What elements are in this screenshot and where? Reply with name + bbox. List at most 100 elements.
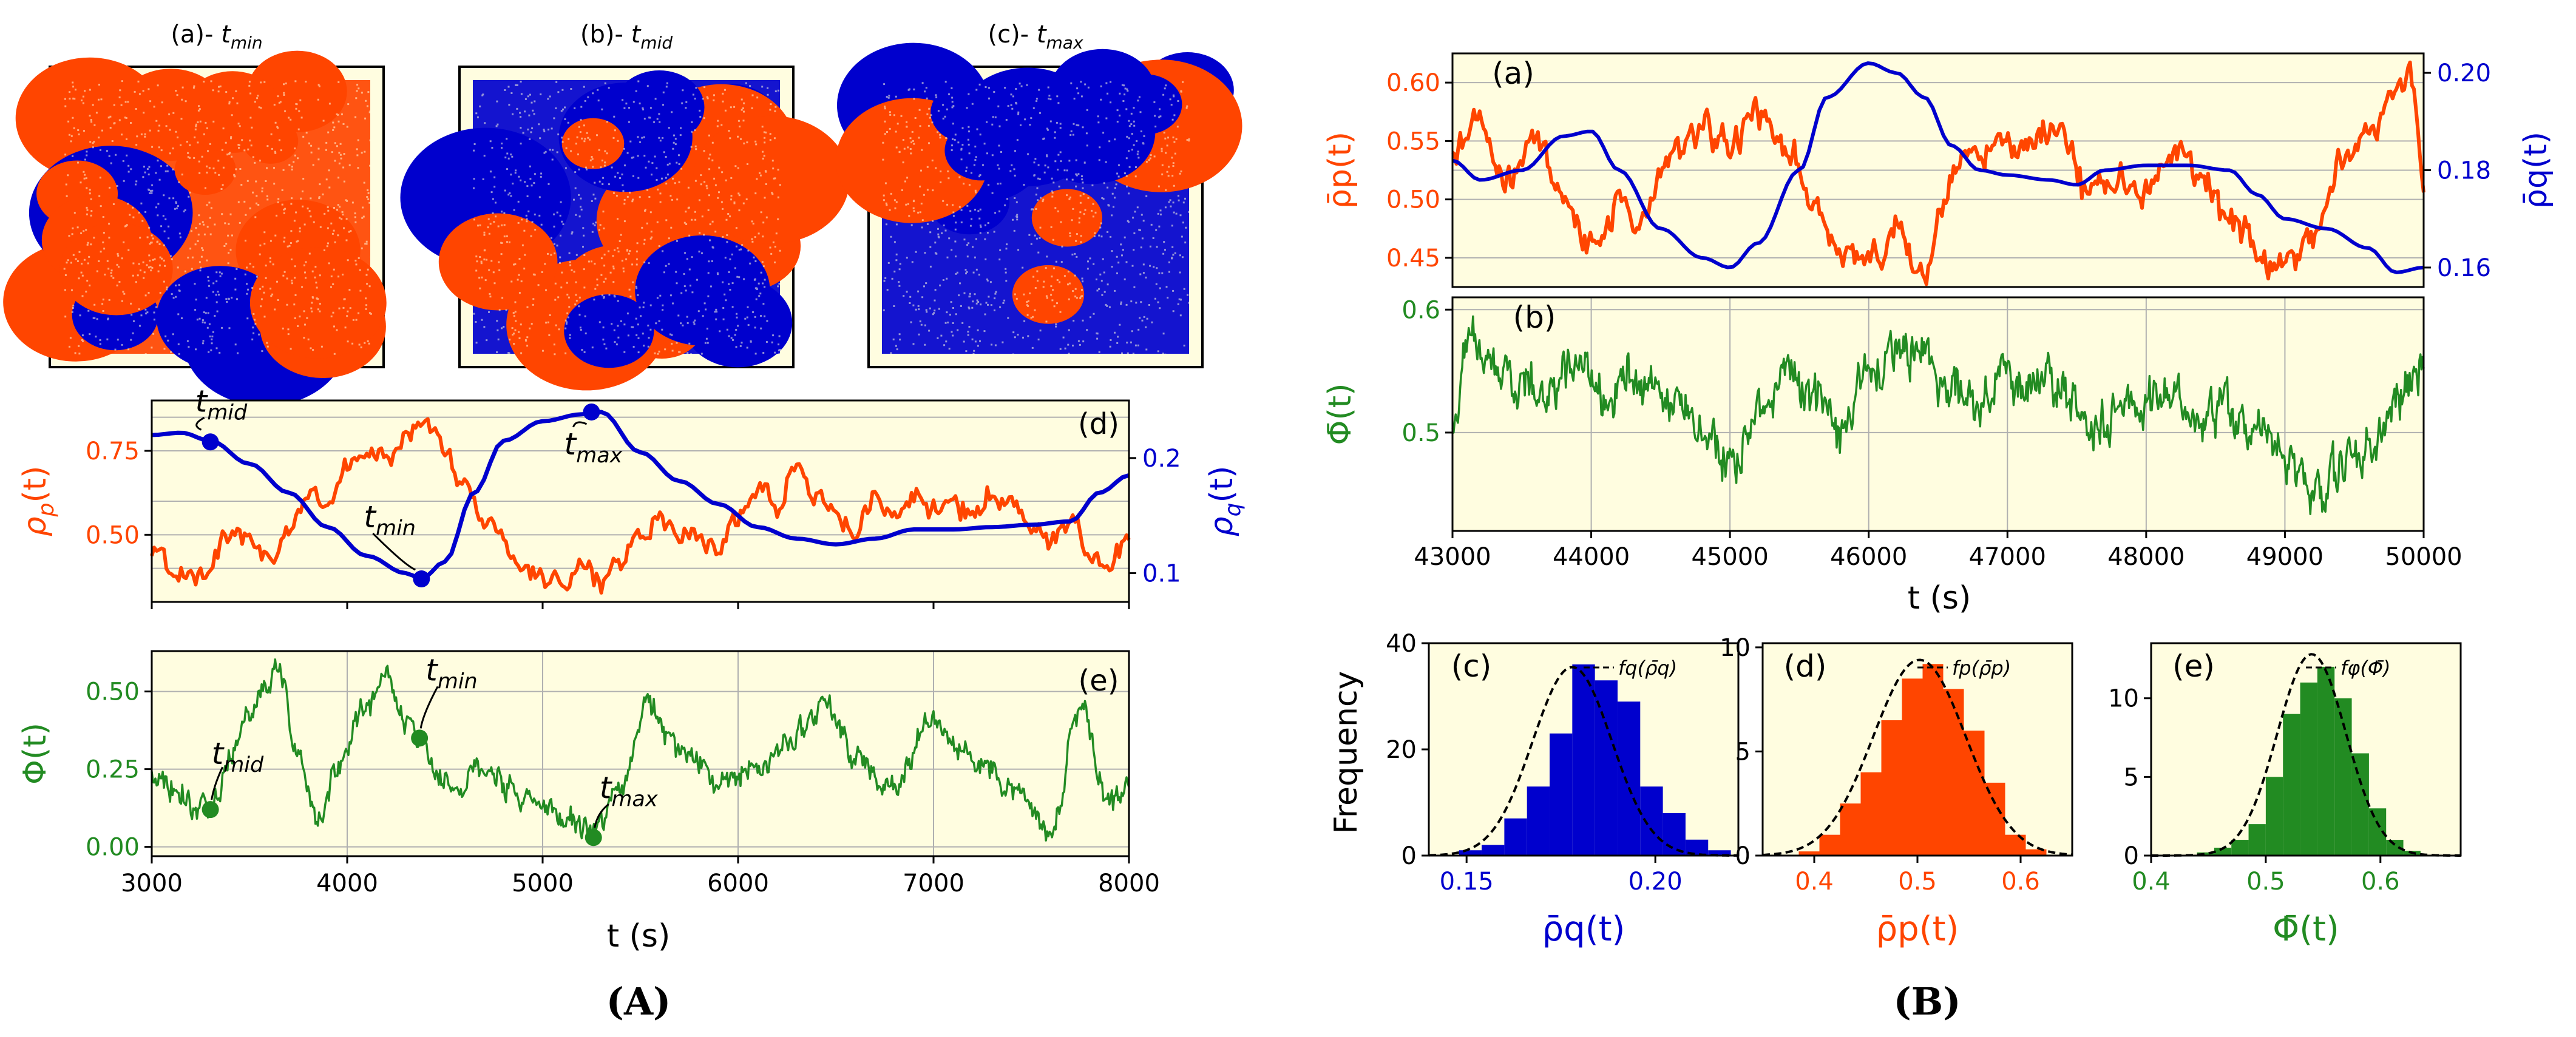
annotation-mid: tmid xyxy=(195,383,248,425)
annotation-min: tmin xyxy=(364,499,416,541)
y-tick-label: 0.55 xyxy=(1386,127,1440,155)
panel-letter: (a) xyxy=(1492,56,1534,91)
histogram-bar xyxy=(1819,834,1840,856)
x-tick-label: 0.5 xyxy=(2246,868,2285,896)
panel-letter: (d) xyxy=(1784,649,1827,684)
y-tick-label: 0.25 xyxy=(86,756,140,784)
histogram-bar xyxy=(2231,840,2249,856)
histogram-bar xyxy=(2197,852,2214,856)
histogram-bar xyxy=(1527,786,1550,856)
y-tick-label: 0 xyxy=(1402,842,1417,870)
y-tick-label: 0.50 xyxy=(86,521,140,549)
x-tick-label: 7000 xyxy=(903,870,964,897)
static-labels: t (s) (A) t (s) (B) Frequency xyxy=(606,580,1971,1024)
y-tick-label: 0.50 xyxy=(86,678,140,706)
histogram-bar xyxy=(1922,664,1944,856)
y2-tick-label: 0.18 xyxy=(2437,157,2491,185)
panel-letter: (d) xyxy=(1078,407,1119,441)
fit-curve xyxy=(1428,666,1739,857)
snapshot-cluster xyxy=(693,115,850,244)
panel-letter: (e) xyxy=(1079,664,1119,698)
histogram-bar xyxy=(1943,689,1964,856)
annotation-arrow xyxy=(419,686,439,729)
x-tick-label: 49000 xyxy=(2246,543,2323,571)
y-tick-label: 20 xyxy=(1386,736,1417,764)
marker-mid xyxy=(202,433,219,451)
snapshot-1: (a)- tmin xyxy=(3,21,387,407)
snapshot-cluster xyxy=(1031,189,1102,247)
histogram-bar xyxy=(1984,782,2005,856)
marker-min xyxy=(413,570,430,588)
histogram-bar xyxy=(2214,848,2232,856)
histogram-bar xyxy=(1459,850,1482,856)
panel-B-caption: (B) xyxy=(1893,979,1961,1024)
x-tick-label: 44000 xyxy=(1553,543,1630,571)
x-tick-label: 3000 xyxy=(121,870,183,897)
histogram-1: 0 20 40 0.15 0.20 (c) fq(ρ̄q) ρ̄q(t) xyxy=(1386,630,1740,949)
y-tick-label: 10 xyxy=(1720,634,1751,662)
histogram-bar xyxy=(1504,818,1527,856)
histogram-bar xyxy=(2025,849,2047,856)
histogram-bar xyxy=(1840,803,1861,856)
marker-max xyxy=(585,829,602,846)
snapshot-title: (a)- tmin xyxy=(171,21,262,53)
y-axis-label: Φ̄(t) xyxy=(1322,383,1358,445)
histogram-bar xyxy=(1663,813,1686,856)
y2-axis-label: ρq(t) xyxy=(1204,466,1246,537)
histogram-bar xyxy=(1572,664,1595,856)
panel-A-d: 0.50 0.75 0.1 0.2 ρp(t) ρq(t) (d) tmid tmin tmax xyxy=(17,383,1246,609)
y-tick-label: 0.60 xyxy=(1386,69,1440,97)
x-tick-label: 43000 xyxy=(1414,543,1491,571)
x-tick-label: 47000 xyxy=(1969,543,2046,571)
panel-A-xlabel: t (s) xyxy=(607,918,671,954)
snapshot-cluster xyxy=(59,223,173,316)
snapshot-2: (b)- tmid xyxy=(400,21,850,391)
snapshot-gaps xyxy=(63,80,372,356)
snapshot-title: (b)- tmid xyxy=(580,21,673,53)
y-tick-label: 0 xyxy=(1735,842,1751,870)
snapshot-cluster xyxy=(635,235,770,346)
y-tick-label: 5 xyxy=(2124,763,2139,791)
histogram-bar xyxy=(1860,772,1882,856)
plot-area xyxy=(1452,297,2424,531)
x-tick-label: 46000 xyxy=(1830,543,1907,571)
histogram-bar xyxy=(1798,851,1820,856)
y-tick-label: 10 xyxy=(2108,685,2139,713)
histogram-bar xyxy=(1902,678,1923,856)
series-line-green xyxy=(151,658,1130,842)
histogram-bar xyxy=(1482,845,1505,856)
annotation-mid: tmid xyxy=(212,736,264,777)
y-tick-label: 0.45 xyxy=(1386,245,1440,272)
snapshot-cluster xyxy=(1012,265,1085,324)
annotation-arrow xyxy=(572,421,588,428)
snapshot-cluster xyxy=(614,70,705,144)
histogram-bar xyxy=(2300,682,2317,856)
panel-B-a: 0.45 0.50 0.55 0.60 0.16 0.18 0.20 ρ̄p(t) ρ̄q(t)… xyxy=(1322,52,2554,288)
x-tick-label: 0.4 xyxy=(2132,868,2171,896)
x-tick-label: 0.6 xyxy=(2001,868,2040,896)
annotation-max: tmax xyxy=(564,427,623,468)
panel-letter: (e) xyxy=(2172,649,2215,684)
y-axis-label: ρp(t) xyxy=(17,466,59,537)
panel-letter: (c) xyxy=(1451,649,1492,684)
snapshot-title: (c)- tmax xyxy=(988,21,1083,53)
plot-frame xyxy=(151,650,1130,857)
plot-frame xyxy=(1451,296,2425,532)
histogram-bar xyxy=(1708,850,1731,856)
annotation-max: tmax xyxy=(600,770,658,811)
histogram-bar xyxy=(1617,701,1641,856)
x-tick-label: 4000 xyxy=(316,870,378,897)
histogram-bar xyxy=(1881,720,1902,856)
y-tick-label: 40 xyxy=(1386,630,1417,658)
series-line-green xyxy=(1451,315,2425,515)
snapshot-gaps xyxy=(882,81,1190,356)
x-tick-label: 0.4 xyxy=(1795,868,1834,896)
annotation-arrow xyxy=(211,766,223,800)
annotation-arrow xyxy=(372,532,416,571)
y-tick-label: 0.00 xyxy=(86,834,140,862)
series-line-orange xyxy=(1451,60,2425,286)
histogram-bar xyxy=(1550,733,1573,856)
panel-A-caption: (A) xyxy=(606,979,671,1024)
histogram-2: 0 5 10 0.4 0.5 0.6 (d) fp(ρ̄p) ρ̄p(t) xyxy=(1720,634,2073,949)
